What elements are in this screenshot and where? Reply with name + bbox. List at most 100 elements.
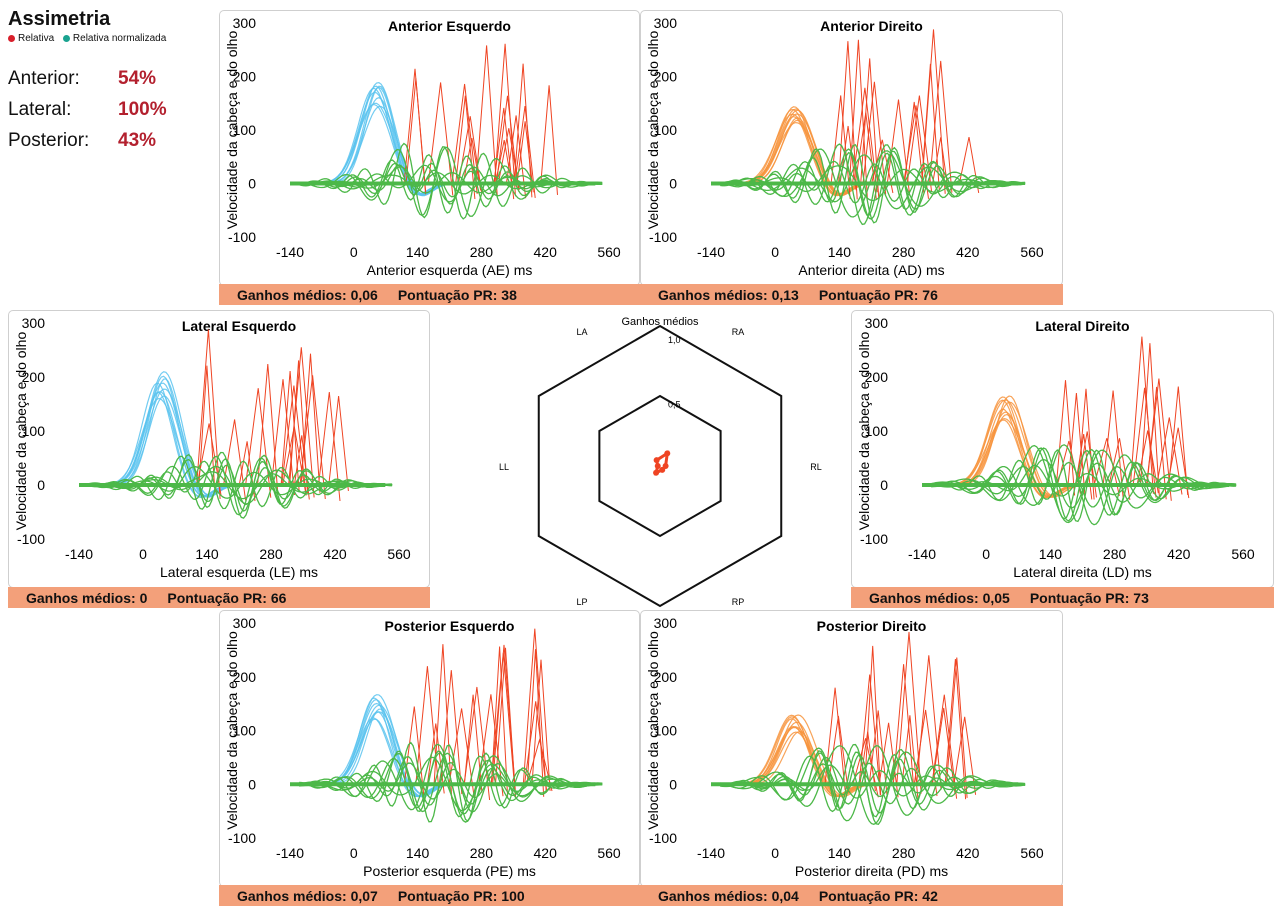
saccade-line	[531, 659, 551, 791]
saccade-line	[494, 140, 514, 192]
eye-velocity-line	[720, 752, 1026, 814]
x-tick-label: 420	[1167, 546, 1191, 562]
saccade-line	[944, 658, 967, 800]
eye-velocity-series	[290, 142, 603, 220]
x-tick-label: 420	[534, 845, 558, 861]
saccade-line	[886, 99, 911, 196]
chart-panel-lateral-direito[interactable]: Velocidade da cabeça e do olho -100 0 100 20…	[851, 310, 1274, 588]
saccade-line	[868, 710, 888, 797]
saccade-line	[1167, 427, 1190, 499]
y-tick-label: -100	[228, 229, 256, 245]
saccade-line	[849, 39, 868, 200]
chart-panel-posterior-direito[interactable]: Velocidade da cabeça e do olho -100 0 100 20…	[640, 610, 1063, 887]
x-tick-label: 560	[1020, 845, 1044, 861]
legend-dot-relativa	[8, 34, 15, 42]
y-tick-label: 300	[22, 315, 46, 331]
asymmetry-label: Anterior:	[8, 68, 80, 89]
saccade-series	[403, 628, 553, 801]
asymmetry-row-anterior: Anterior: 54%	[8, 68, 218, 99]
y-tick-label: 200	[654, 669, 678, 685]
x-tick-label: 560	[597, 244, 621, 260]
saccade-line	[494, 43, 516, 197]
x-tick-label: 420	[534, 244, 558, 260]
y-tick-label: 300	[865, 315, 889, 331]
asymmetry-label: Posterior:	[8, 130, 90, 151]
footer-anterior-direito: Ganhos médios: 0,13 Pontuação PR: 76	[640, 284, 1063, 305]
x-tick-label: -140	[65, 546, 93, 562]
saccade-line	[288, 347, 315, 498]
saccade-line	[1077, 431, 1097, 498]
saccade-line	[495, 95, 520, 192]
y-tick-label: 300	[654, 615, 678, 631]
chart-svg: Velocidade da cabeça e do olho-100 0 100 20…	[645, 615, 1044, 879]
radar-axis-label: RP	[732, 597, 745, 607]
eye-velocity-series	[290, 741, 603, 823]
x-tick-label: 140	[1039, 546, 1063, 562]
chart-title: Posterior Esquerdo	[385, 618, 515, 634]
saccade-line	[524, 701, 548, 793]
y-axis-label: Velocidade da cabeça e do olho	[224, 31, 240, 230]
saccade-line	[448, 708, 475, 797]
footer-anterior-esquerdo: Ganhos médios: 0,06 Pontuação PR: 38	[219, 284, 640, 305]
saccade-series	[196, 329, 349, 502]
radar-axis-label: LP	[576, 597, 587, 607]
chart-svg: Velocidade da cabeça e do olho-100 0 100 20…	[13, 315, 411, 580]
eye-velocity-line	[720, 160, 1026, 204]
x-tick-label: 560	[1231, 546, 1255, 562]
x-tick-label: 280	[1103, 546, 1127, 562]
footer-gain: Ganhos médios: 0,04	[658, 887, 799, 904]
eye-velocity-line	[299, 743, 603, 823]
y-tick-label: 0	[880, 477, 888, 493]
x-tick-label: 280	[892, 244, 916, 260]
asymmetry-table: Anterior: 54% Lateral: 100% Posterior: 4…	[8, 68, 218, 161]
y-tick-label: 100	[22, 423, 46, 439]
asymmetry-row-posterior: Posterior: 43%	[8, 130, 218, 161]
saccade-line	[475, 45, 498, 197]
saccade-line	[896, 632, 922, 794]
y-tick-label: -100	[649, 229, 677, 245]
asymmetry-value: 100%	[118, 99, 167, 120]
y-tick-label: -100	[649, 830, 677, 846]
chart-panel-anterior-esquerdo[interactable]: Velocidade da cabeça e do olho -100 0 100 20…	[219, 10, 640, 286]
saccade-line	[463, 694, 483, 793]
eye-velocity-line	[931, 447, 1237, 522]
saccade-line	[929, 60, 953, 193]
y-tick-label: 100	[654, 122, 678, 138]
legend-label-relativa: Relativa	[18, 33, 55, 44]
y-tick-label: 300	[233, 15, 257, 31]
saccade-line	[451, 83, 478, 194]
saccade-line	[824, 687, 846, 791]
x-axis-label: Anterior esquerda (AE) ms	[367, 262, 533, 278]
y-tick-label: -100	[17, 531, 45, 547]
x-tick-label: -140	[697, 845, 725, 861]
chart-panel-posterior-esquerdo[interactable]: Velocidade da cabeça e do olho -100 0 100 20…	[219, 610, 640, 887]
radar-ring	[598, 394, 722, 538]
x-axis-label: Anterior direita (AD) ms	[798, 262, 944, 278]
eye-velocity-series	[711, 743, 1026, 826]
saccade-line	[328, 395, 349, 492]
chart-panel-anterior-direito[interactable]: Velocidade da cabeça e do olho -100 0 100 20…	[640, 10, 1063, 286]
y-axis-label: Velocidade da cabeça e do olho	[224, 631, 240, 830]
saccade-series	[830, 29, 980, 200]
radar-axis-label: LL	[499, 462, 509, 472]
saccade-line	[245, 388, 272, 498]
saccade-line	[513, 63, 533, 198]
x-tick-label: 280	[470, 244, 494, 260]
y-tick-label: 100	[233, 122, 257, 138]
x-tick-label: 0	[350, 845, 358, 861]
chart-panel-lateral-esquerdo[interactable]: Velocidade da cabeça e do olho -100 0 100 20…	[8, 310, 430, 588]
radar-svg: Ganhos médios 0,5 1,0 LA RA RL RP LP LL	[499, 316, 822, 608]
saccade-line	[495, 647, 517, 798]
eye-velocity-line	[720, 144, 1026, 224]
y-tick-label: 100	[654, 723, 678, 739]
saccade-line	[458, 116, 483, 195]
x-tick-label: 420	[956, 845, 980, 861]
footer-score: Pontuação PR: 73	[1029, 589, 1149, 606]
asymmetry-title: Assimetria	[8, 8, 111, 30]
footer-gain: Ganhos médios: 0,06	[237, 286, 378, 303]
radar-ring	[537, 324, 783, 608]
chart-title: Anterior Esquerdo	[388, 18, 511, 34]
x-tick-label: 280	[259, 546, 283, 562]
footer-posterior-direito: Ganhos médios: 0,04 Pontuação PR: 42	[640, 885, 1063, 906]
radar-gain-point	[662, 463, 669, 469]
